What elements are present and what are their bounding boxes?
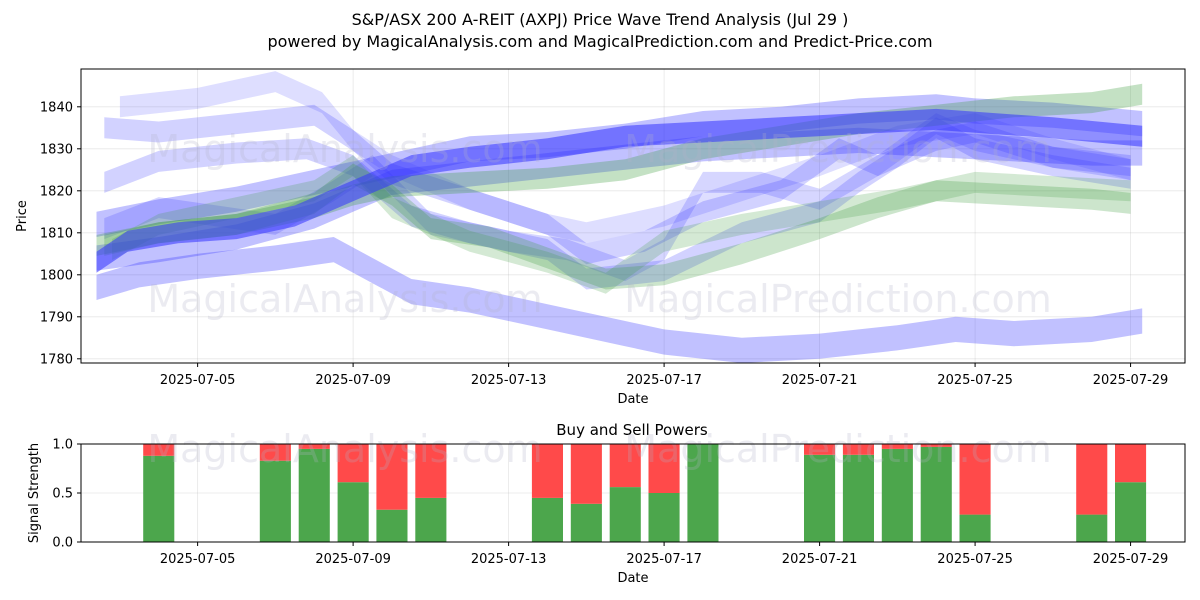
sell-bar (298, 444, 330, 449)
signal-watermarks: MagicalAnalysis.com MagicalPrediction.co… (147, 427, 1051, 471)
signal-y-ticks: 0.0 0.5 1.0 (52, 438, 81, 551)
signal-x-tick-label: 2025-07-05 (160, 552, 236, 567)
signal-chart-title: Buy and Sell Powers (556, 421, 708, 439)
price-y-tick-label: 1820 (40, 184, 73, 199)
sell-bar (920, 444, 952, 447)
sell-bar (531, 444, 563, 498)
buy-bar (531, 497, 563, 542)
blue-wave-band-5 (104, 113, 1131, 282)
sell-bar (648, 444, 680, 493)
signal-x-tick-label: 2025-07-13 (471, 552, 547, 567)
sell-bar (842, 444, 874, 455)
price-x-tick-label: 2025-07-25 (937, 373, 1013, 388)
blue-wave-band-1 (96, 94, 1143, 237)
buy-bar (1076, 514, 1108, 542)
price-y-tick-label: 1840 (40, 100, 73, 115)
buy-bar (143, 455, 175, 542)
buy-bar (687, 444, 719, 542)
price-axes-frame (80, 68, 1186, 364)
signal-x-tick-label: 2025-07-17 (626, 552, 702, 567)
buy-bar (881, 448, 913, 542)
signal-x-tick-label: 2025-07-09 (315, 552, 391, 567)
sell-bar (376, 444, 408, 510)
price-y-ticks: 1780 1790 1800 1810 1820 1830 1840 (40, 100, 81, 367)
price-x-tick-label: 2025-07-21 (782, 373, 858, 388)
buy-bar (337, 482, 369, 542)
signal-x-tick-label: 2025-07-21 (782, 552, 858, 567)
sell-bar (881, 444, 913, 449)
blue-wave-band-2 (96, 127, 1143, 271)
price-y-tick-label: 1780 (40, 352, 73, 367)
buy-bar (609, 487, 641, 542)
price-y-tick-label: 1810 (40, 226, 73, 241)
sell-bar (1115, 444, 1147, 483)
signal-x-tick-label: 2025-07-25 (937, 552, 1013, 567)
signal-x-tick-label: 2025-07-29 (1093, 552, 1169, 567)
watermark-low-b: MagicalPrediction.com (624, 427, 1052, 471)
price-wave-bands (96, 71, 1143, 363)
watermark-mid-b: MagicalPrediction.com (624, 277, 1052, 321)
price-y-tick-label: 1830 (40, 142, 73, 157)
buy-bar (298, 448, 330, 542)
price-x-ticks: 2025-07-05 2025-07-09 2025-07-13 2025-07-17… (160, 363, 1169, 388)
signal-bars (143, 444, 1147, 542)
sell-bar (337, 444, 369, 483)
sell-bar (1076, 444, 1108, 515)
figure-title-line1: S&P/ASX 200 A-REIT (AXPJ) Price Wave Tre… (352, 10, 849, 29)
buy-bar (1115, 482, 1147, 542)
buy-bar (415, 497, 447, 542)
buy-bar (648, 493, 680, 542)
figure-title-line2: powered by MagicalAnalysis.com and Magic… (267, 32, 932, 51)
watermark-top-b: MagicalPrediction.com (624, 127, 1052, 171)
watermark-low-a: MagicalAnalysis.com (147, 427, 542, 471)
blue-wave-band-0 (96, 237, 1143, 363)
price-y-tick-label: 1790 (40, 310, 73, 325)
sell-bar (804, 444, 836, 455)
price-y-axis-label: Price (15, 200, 30, 232)
buy-bar (376, 509, 408, 542)
buy-bar (842, 454, 874, 542)
sell-bar (415, 444, 447, 498)
price-x-tick-label: 2025-07-09 (315, 373, 391, 388)
sell-bar (570, 444, 602, 504)
buy-bar (570, 503, 602, 542)
buy-bar (920, 446, 952, 542)
price-x-tick-label: 2025-07-13 (471, 373, 547, 388)
signal-y-tick-label: 1.0 (52, 438, 73, 453)
buy-bar (259, 460, 291, 542)
watermark-mid-a: MagicalAnalysis.com (147, 277, 542, 321)
sell-bar (959, 444, 991, 515)
price-y-tick-label: 1800 (40, 268, 73, 283)
blue-wave-band-6 (119, 71, 1131, 244)
signal-y-tick-label: 0.0 (52, 536, 73, 551)
price-watermarks: MagicalAnalysis.com MagicalPrediction.co… (147, 127, 1051, 321)
blue-wave-band-10 (96, 108, 1143, 273)
price-x-tick-label: 2025-07-05 (160, 373, 236, 388)
price-x-tick-label: 2025-07-17 (626, 373, 702, 388)
sell-bar (259, 444, 291, 461)
blue-wave-band-3 (104, 104, 1131, 265)
signal-y-axis-label: Signal Strength (27, 443, 42, 543)
price-x-tick-label: 2025-07-29 (1093, 373, 1169, 388)
sell-bar (609, 444, 641, 488)
watermark-top-a: MagicalAnalysis.com (147, 127, 542, 171)
sell-bar (143, 444, 175, 456)
buy-bar (804, 454, 836, 542)
signal-x-axis-label: Date (617, 571, 648, 586)
price-x-axis-label: Date (617, 392, 648, 407)
signal-chart-panel: Buy and Sell Powers MagicalAnalysis.com … (27, 421, 1186, 586)
buy-bar (959, 514, 991, 542)
price-chart-panel: MagicalAnalysis.com MagicalPrediction.co… (15, 68, 1186, 407)
signal-y-tick-label: 0.5 (52, 487, 73, 502)
signal-x-ticks: 2025-07-05 2025-07-09 2025-07-13 2025-07-17… (160, 542, 1169, 567)
